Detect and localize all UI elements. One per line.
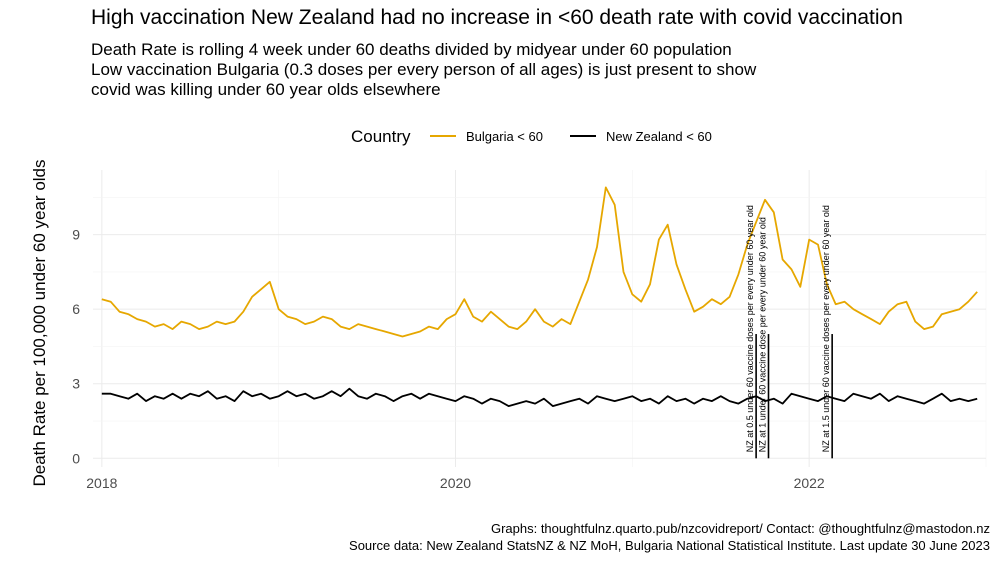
legend: Country Bulgaria < 60 New Zealand < 60 xyxy=(351,127,712,146)
legend-label-new-zealand: New Zealand < 60 xyxy=(606,129,712,144)
annotation-text-2: NZ at 1 under 60 vaccine dose per every … xyxy=(757,217,767,452)
chart-title: High vaccination New Zealand had no incr… xyxy=(91,6,903,29)
annotation-texts: NZ at 0.5 under 60 vaccine doses per eve… xyxy=(745,205,831,452)
series-line-new-zealand xyxy=(101,387,978,407)
y-axis-ticks: 0 3 6 9 xyxy=(72,227,80,467)
caption-source: Source data: New Zealand StatsNZ & NZ Mo… xyxy=(349,538,990,553)
legend-label-bulgaria: Bulgaria < 60 xyxy=(466,129,543,144)
caption-credits: Graphs: thoughtfulnz.quarto.pub/nzcovidr… xyxy=(490,521,990,536)
y-axis-label: Death Rate per 100,000 under 60 year old… xyxy=(30,159,49,486)
series-line-bulgaria xyxy=(101,186,978,338)
legend-title: Country xyxy=(351,127,411,146)
x-axis-ticks: 2018 2020 2022 xyxy=(86,475,825,491)
y-tick-label-6: 6 xyxy=(72,301,80,317)
y-tick-label-9: 9 xyxy=(72,227,80,243)
chart-subtitle-line-2: Low vaccination Bulgaria (0.3 doses per … xyxy=(91,60,757,79)
x-tick-label-2020: 2020 xyxy=(440,475,471,491)
series-layer xyxy=(101,186,978,407)
annotation-text-3: NZ at 1.5 under 60 vaccine doses per eve… xyxy=(821,205,831,452)
chart-subtitle-line-3: covid was killing under 60 year olds els… xyxy=(91,80,441,99)
y-tick-label-3: 3 xyxy=(72,376,80,392)
y-tick-label-0: 0 xyxy=(72,450,80,466)
x-tick-label-2018: 2018 xyxy=(86,475,117,491)
annotation-text-1: NZ at 0.5 under 60 vaccine doses per eve… xyxy=(745,205,755,452)
grid-lines xyxy=(93,170,987,467)
x-tick-label-2022: 2022 xyxy=(794,475,825,491)
chart-subtitle-line-1: Death Rate is rolling 4 week under 60 de… xyxy=(91,40,732,59)
